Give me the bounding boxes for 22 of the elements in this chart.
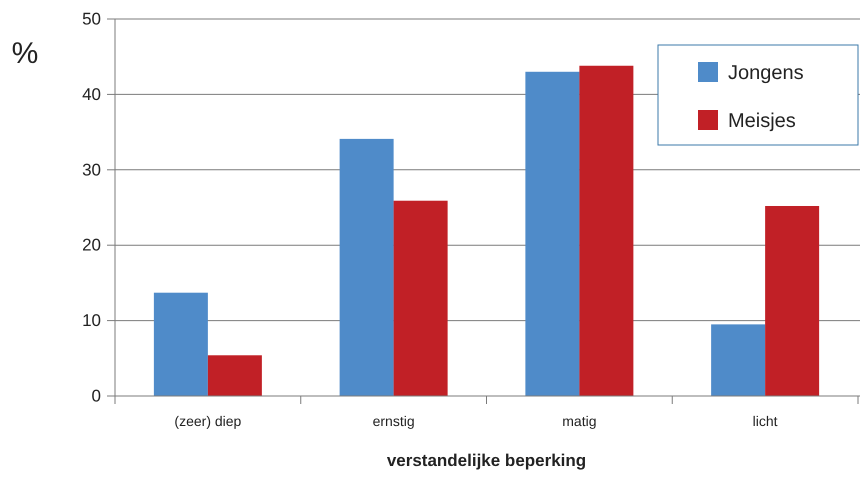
- x-tick-label: matig: [562, 412, 596, 429]
- y-tick-label: 20: [82, 236, 101, 255]
- y-tick-label: 50: [82, 9, 101, 28]
- bar: [154, 292, 208, 396]
- bar: [208, 355, 262, 396]
- bar: [525, 72, 580, 396]
- y-tick-label: 10: [82, 311, 101, 330]
- bar: [711, 324, 766, 396]
- y-tick-label: 40: [82, 84, 101, 104]
- x-tick-label: ernstig: [372, 412, 415, 429]
- y-tick-label: 30: [82, 160, 101, 180]
- x-tick-label: licht: [752, 412, 778, 429]
- bar: [579, 66, 634, 396]
- x-axis-title: verstandelijke beperking: [386, 451, 586, 470]
- bar: [765, 206, 820, 396]
- y-tick-label: 0: [92, 386, 101, 406]
- y-axis-title: %: [12, 37, 38, 70]
- x-tick-label: (zeer) diep: [174, 412, 242, 429]
- bar: [340, 138, 394, 396]
- legend-label: Jongens: [728, 62, 804, 84]
- legend-label: Meisjes: [728, 110, 796, 132]
- bar: [394, 200, 448, 396]
